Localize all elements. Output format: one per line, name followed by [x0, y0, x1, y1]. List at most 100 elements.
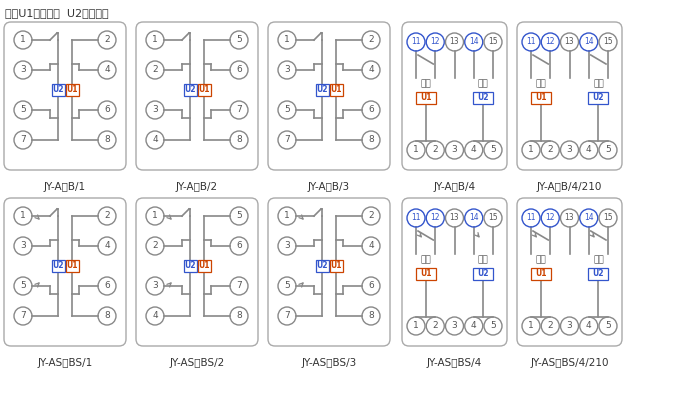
- Text: 14: 14: [584, 213, 594, 222]
- Text: JY-AS，BS/3: JY-AS，BS/3: [302, 358, 356, 368]
- Text: 11: 11: [412, 213, 421, 222]
- Text: U1: U1: [66, 85, 78, 94]
- Text: 5: 5: [236, 211, 242, 220]
- FancyBboxPatch shape: [183, 84, 197, 96]
- FancyBboxPatch shape: [66, 84, 78, 96]
- Text: U2: U2: [184, 261, 196, 270]
- Text: 3: 3: [452, 321, 457, 330]
- FancyBboxPatch shape: [473, 268, 494, 280]
- Text: U1: U1: [420, 270, 431, 279]
- Text: 12: 12: [545, 38, 555, 47]
- FancyBboxPatch shape: [416, 268, 435, 280]
- FancyBboxPatch shape: [183, 260, 197, 272]
- Text: 14: 14: [469, 38, 479, 47]
- FancyBboxPatch shape: [136, 198, 258, 346]
- Text: U2: U2: [593, 94, 604, 103]
- FancyBboxPatch shape: [136, 22, 258, 170]
- Text: 11: 11: [412, 38, 421, 47]
- Text: 6: 6: [368, 281, 374, 290]
- Text: 5: 5: [236, 36, 242, 45]
- Text: 4: 4: [104, 241, 110, 250]
- Text: 启动: 启动: [593, 256, 603, 265]
- Text: 3: 3: [566, 321, 573, 330]
- Text: U2: U2: [316, 261, 328, 270]
- Text: 1: 1: [528, 146, 534, 155]
- Text: 8: 8: [104, 135, 110, 144]
- Text: 2: 2: [104, 211, 110, 220]
- FancyBboxPatch shape: [4, 22, 126, 170]
- Text: 1: 1: [284, 36, 290, 45]
- Text: 5: 5: [605, 146, 611, 155]
- Text: 2: 2: [152, 65, 158, 74]
- Text: 1: 1: [284, 211, 290, 220]
- Text: 6: 6: [368, 106, 374, 115]
- Text: 13: 13: [565, 213, 574, 222]
- Text: 5: 5: [605, 321, 611, 330]
- Text: 1: 1: [413, 146, 419, 155]
- Text: 5: 5: [284, 281, 290, 290]
- FancyBboxPatch shape: [589, 268, 608, 280]
- Text: 5: 5: [490, 321, 496, 330]
- Text: 4: 4: [368, 65, 374, 74]
- Text: 15: 15: [603, 38, 612, 47]
- Text: 2: 2: [368, 36, 374, 45]
- Text: 4: 4: [104, 65, 110, 74]
- FancyBboxPatch shape: [589, 92, 608, 104]
- Text: 启动: 启动: [593, 79, 603, 88]
- Text: 电源: 电源: [536, 256, 546, 265]
- Text: 14: 14: [469, 213, 479, 222]
- Text: U2: U2: [52, 85, 64, 94]
- Text: 3: 3: [152, 106, 158, 115]
- Text: 13: 13: [449, 213, 459, 222]
- Text: 6: 6: [104, 281, 110, 290]
- Text: 3: 3: [20, 65, 26, 74]
- FancyBboxPatch shape: [473, 92, 494, 104]
- Text: 电源: 电源: [536, 79, 546, 88]
- FancyBboxPatch shape: [531, 268, 551, 280]
- Text: JY-A，B/4: JY-A，B/4: [433, 182, 475, 192]
- Text: 6: 6: [104, 106, 110, 115]
- Text: 11: 11: [526, 38, 536, 47]
- Text: 3: 3: [452, 146, 457, 155]
- FancyBboxPatch shape: [268, 22, 390, 170]
- Text: U2: U2: [316, 85, 328, 94]
- Text: U1: U1: [535, 94, 547, 103]
- Text: 3: 3: [284, 65, 290, 74]
- Text: 5: 5: [284, 106, 290, 115]
- Text: 启动: 启动: [478, 79, 489, 88]
- Text: 7: 7: [20, 312, 26, 321]
- Text: 1: 1: [152, 211, 158, 220]
- Text: 5: 5: [20, 106, 26, 115]
- FancyBboxPatch shape: [52, 260, 64, 272]
- Text: 4: 4: [586, 321, 592, 330]
- FancyBboxPatch shape: [197, 260, 211, 272]
- FancyBboxPatch shape: [517, 22, 622, 170]
- Text: 2: 2: [368, 211, 374, 220]
- Text: U2: U2: [52, 261, 64, 270]
- FancyBboxPatch shape: [316, 84, 328, 96]
- Text: 4: 4: [471, 146, 477, 155]
- FancyBboxPatch shape: [197, 84, 211, 96]
- Text: 8: 8: [236, 312, 242, 321]
- Text: 7: 7: [284, 135, 290, 144]
- Text: 1: 1: [528, 321, 534, 330]
- Text: 7: 7: [236, 106, 242, 115]
- Text: 8: 8: [236, 135, 242, 144]
- Text: 注：U1辅助电源  U2整定电压: 注：U1辅助电源 U2整定电压: [5, 8, 108, 18]
- Text: 15: 15: [603, 213, 612, 222]
- Text: 13: 13: [449, 38, 459, 47]
- Text: 1: 1: [413, 321, 419, 330]
- Text: 7: 7: [284, 312, 290, 321]
- Text: 2: 2: [433, 146, 438, 155]
- Text: U2: U2: [477, 270, 489, 279]
- Text: 4: 4: [586, 146, 592, 155]
- Text: 6: 6: [236, 65, 242, 74]
- Text: 3: 3: [284, 241, 290, 250]
- Text: JY-A，B/4/210: JY-A，B/4/210: [537, 182, 602, 192]
- FancyBboxPatch shape: [517, 198, 622, 346]
- Text: JY-AS，BS/4/210: JY-AS，BS/4/210: [531, 358, 609, 368]
- FancyBboxPatch shape: [268, 198, 390, 346]
- Text: 4: 4: [152, 312, 158, 321]
- Text: U1: U1: [535, 270, 547, 279]
- FancyBboxPatch shape: [316, 260, 328, 272]
